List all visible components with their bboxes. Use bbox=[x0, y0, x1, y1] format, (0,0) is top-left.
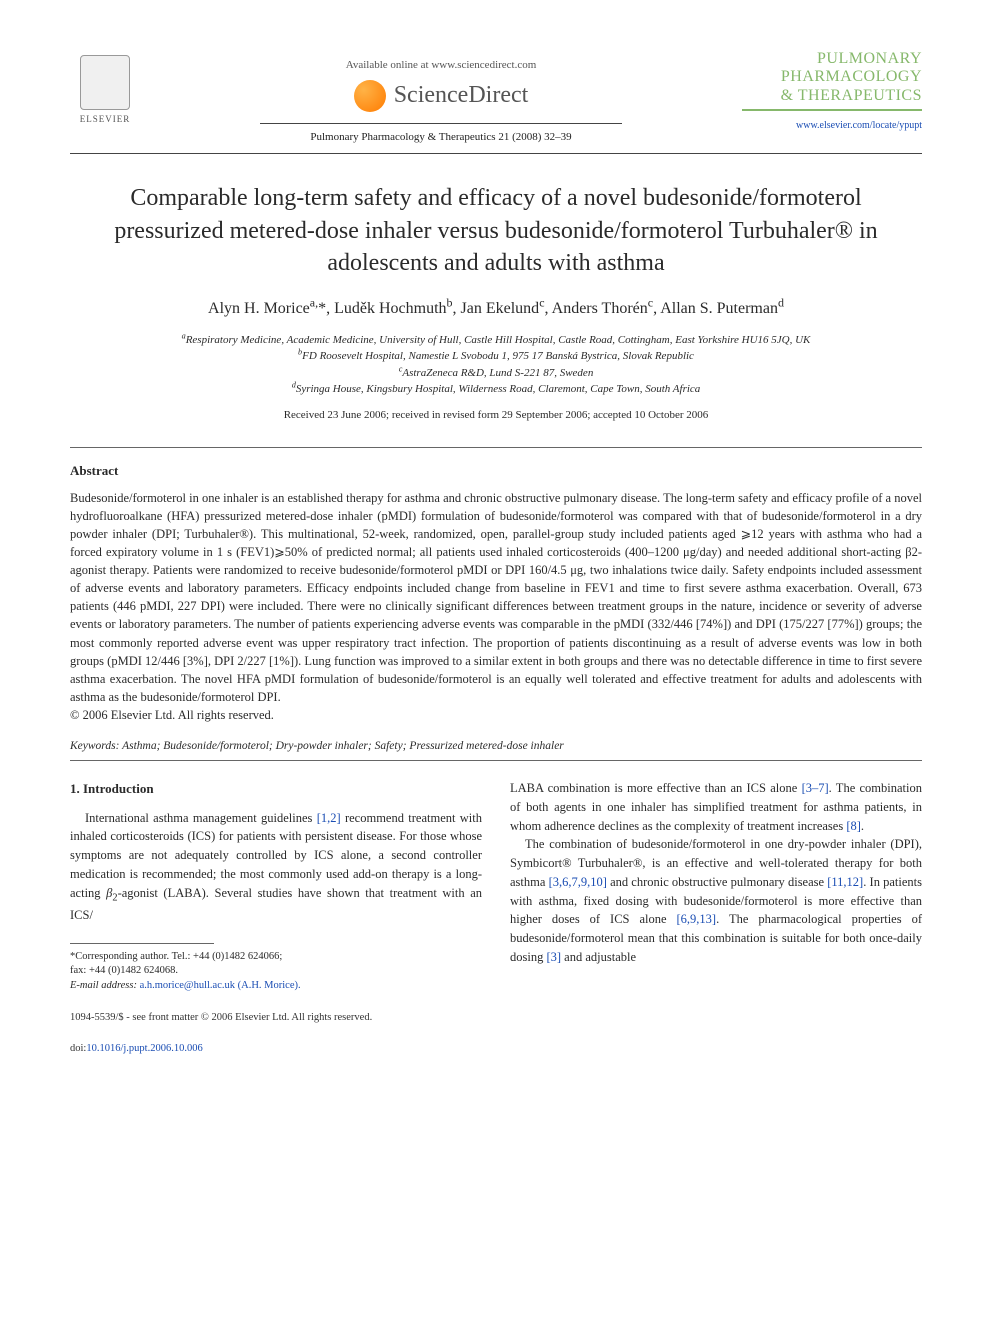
footnote-fax: fax: +44 (0)1482 624068. bbox=[70, 964, 482, 979]
doi-label: doi: bbox=[70, 1043, 86, 1054]
affiliation-b: bFD Roosevelt Hospital, Namestie L Svobo… bbox=[70, 348, 922, 365]
front-matter-line: 1094-5539/$ - see front matter © 2006 El… bbox=[70, 1010, 482, 1026]
affiliation-a: aRespiratory Medicine, Academic Medicine… bbox=[70, 332, 922, 349]
elsevier-logo: ELSEVIER bbox=[70, 50, 140, 130]
authors-line: Alyn H. Moricea,*, Luděk Hochmuthb, Jan … bbox=[70, 298, 922, 320]
abstract-heading: Abstract bbox=[70, 462, 922, 480]
footnote-email: E-mail address: a.h.morice@hull.ac.uk (A… bbox=[70, 979, 482, 994]
column-left: 1. Introduction International asthma man… bbox=[70, 779, 482, 1057]
corresponding-email-link[interactable]: a.h.morice@hull.ac.uk (A.H. Morice). bbox=[140, 980, 301, 991]
header-bottom-rule bbox=[70, 153, 922, 154]
footnote-separator bbox=[70, 943, 214, 944]
available-online-text: Available online at www.sciencedirect.co… bbox=[140, 58, 742, 73]
citation-line: Pulmonary Pharmacology & Therapeutics 21… bbox=[140, 130, 742, 145]
doi-line: doi:10.1016/j.pupt.2006.10.006 bbox=[70, 1041, 482, 1057]
abstract-text: Budesonide/formoterol in one inhaler is … bbox=[70, 491, 922, 704]
elsevier-text: ELSEVIER bbox=[80, 113, 131, 126]
center-header: Available online at www.sciencedirect.co… bbox=[140, 50, 742, 145]
section-1-heading: 1. Introduction bbox=[70, 779, 482, 799]
abstract-copyright: © 2006 Elsevier Ltd. All rights reserved… bbox=[70, 708, 274, 722]
header-rule bbox=[260, 123, 621, 124]
abstract-top-rule bbox=[70, 447, 922, 448]
intro-para-1: International asthma management guidelin… bbox=[70, 809, 482, 925]
elsevier-tree-icon bbox=[80, 55, 130, 110]
corresponding-author-footnote: *Corresponding author. Tel.: +44 (0)1482… bbox=[70, 950, 482, 994]
journal-title-line1: PULMONARY bbox=[742, 50, 922, 68]
article-title: Comparable long-term safety and efficacy… bbox=[110, 182, 882, 279]
journal-url-link[interactable]: www.elsevier.com/locate/ypupt bbox=[796, 120, 922, 131]
page-header: ELSEVIER Available online at www.science… bbox=[70, 50, 922, 145]
sciencedirect-logo: ScienceDirect bbox=[354, 79, 529, 113]
abstract-bottom-rule bbox=[70, 760, 922, 761]
article-dates: Received 23 June 2006; received in revis… bbox=[70, 408, 922, 423]
affiliation-d: dSyringa House, Kingsbury Hospital, Wild… bbox=[70, 381, 922, 398]
sciencedirect-ball-icon bbox=[354, 80, 386, 112]
affiliations-block: aRespiratory Medicine, Academic Medicine… bbox=[70, 332, 922, 398]
sciencedirect-text: ScienceDirect bbox=[394, 79, 529, 113]
column-right: LABA combination is more effective than … bbox=[510, 779, 922, 1057]
abstract-body: Budesonide/formoterol in one inhaler is … bbox=[70, 489, 922, 725]
footnote-email-label: E-mail address: bbox=[70, 980, 137, 991]
affiliation-c: cAstraZeneca R&D, Lund S-221 87, Sweden bbox=[70, 365, 922, 382]
intro-para-1-cont: LABA combination is more effective than … bbox=[510, 779, 922, 835]
doi-link[interactable]: 10.1016/j.pupt.2006.10.006 bbox=[86, 1043, 202, 1054]
journal-title-line2: PHARMACOLOGY bbox=[742, 68, 922, 86]
journal-border bbox=[742, 109, 922, 111]
intro-para-2: The combination of budesonide/formoterol… bbox=[510, 835, 922, 966]
journal-title-line3: & THERAPEUTICS bbox=[742, 87, 922, 105]
journal-title-box: PULMONARY PHARMACOLOGY & THERAPEUTICS ww… bbox=[742, 50, 922, 133]
footnote-tel: *Corresponding author. Tel.: +44 (0)1482… bbox=[70, 950, 482, 965]
body-columns: 1. Introduction International asthma man… bbox=[70, 779, 922, 1057]
keywords-line: Keywords: Asthma; Budesonide/formoterol;… bbox=[70, 738, 922, 754]
